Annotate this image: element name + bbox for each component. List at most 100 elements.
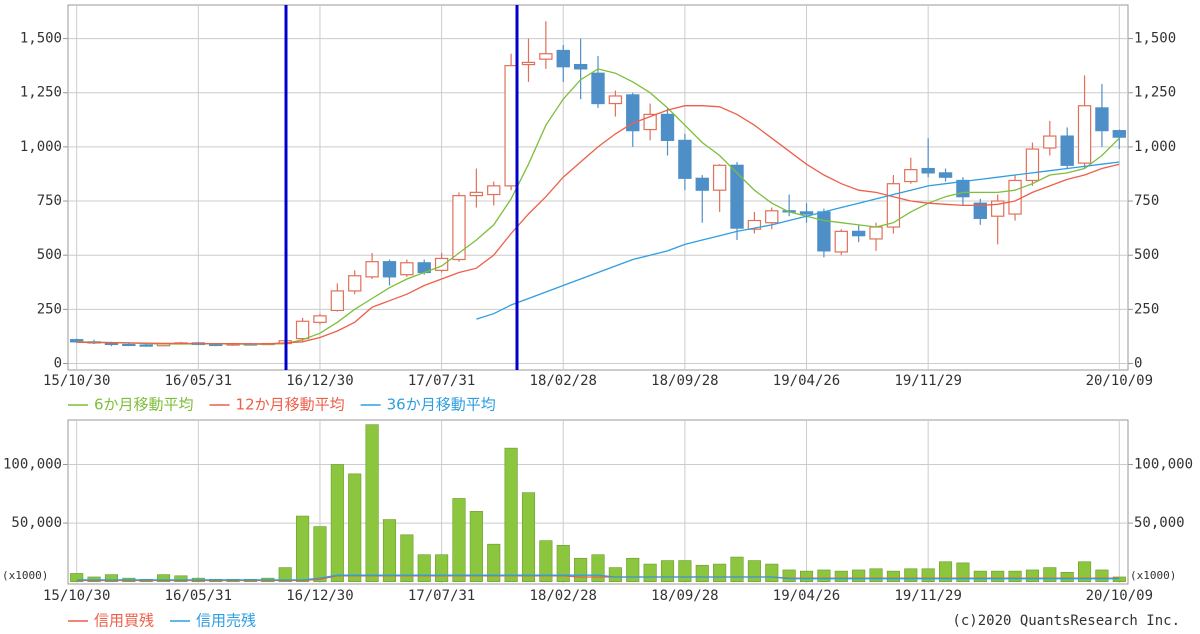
candle-body xyxy=(556,49,570,68)
x-tick-label: 19/11/29 xyxy=(894,588,961,604)
y-tick-label: 50,000 xyxy=(11,515,62,531)
candle-body xyxy=(834,230,848,253)
bar xyxy=(1078,561,1092,582)
y-tick-label: 1,000 xyxy=(1134,139,1176,155)
candle-body xyxy=(122,343,136,347)
candle-body xyxy=(382,261,397,278)
bar xyxy=(817,569,831,582)
bar xyxy=(157,574,171,582)
candle-body xyxy=(869,226,883,240)
bar xyxy=(1025,569,1039,582)
x-tick-label: 20/10/09 xyxy=(1086,373,1153,389)
candle-body xyxy=(1095,107,1109,132)
candle-body xyxy=(539,53,553,60)
bar xyxy=(452,498,466,582)
bar xyxy=(886,570,900,582)
bar xyxy=(799,570,814,582)
x-tick-label: 18/09/28 xyxy=(651,588,718,604)
y-tick-label: 50,000 xyxy=(1134,515,1185,531)
y-tick-label: 1,500 xyxy=(20,31,62,47)
bar xyxy=(608,567,622,582)
candle-body xyxy=(678,139,692,179)
bar xyxy=(747,560,761,582)
bar xyxy=(991,570,1005,582)
candle-body xyxy=(886,183,901,228)
bar xyxy=(504,447,518,582)
bar xyxy=(938,561,953,582)
candle-body xyxy=(765,210,779,224)
legend-label: 12か月移動平均 xyxy=(236,396,345,414)
y-unit-label: (x1000) xyxy=(2,569,48,582)
bar xyxy=(556,545,570,582)
bar xyxy=(574,557,588,582)
bar xyxy=(765,563,779,582)
candle-body xyxy=(70,339,84,343)
bar xyxy=(973,570,987,582)
candle-body xyxy=(1060,135,1074,166)
candle-body xyxy=(747,219,762,230)
bar xyxy=(400,534,414,582)
bar xyxy=(921,568,935,582)
legend-label: 36か月移動平均 xyxy=(387,396,496,414)
candle-body xyxy=(1008,179,1022,215)
series-line xyxy=(76,574,1120,581)
y-tick-label: 1,250 xyxy=(1134,85,1176,101)
candle-body xyxy=(660,113,675,141)
candle-body xyxy=(209,343,223,347)
bar xyxy=(70,573,84,582)
x-tick-label: 19/04/26 xyxy=(773,373,840,389)
candle-body xyxy=(1112,130,1126,138)
bar xyxy=(539,540,553,582)
y-tick-label: 0 xyxy=(54,356,62,372)
candle-body xyxy=(469,191,484,197)
bar xyxy=(1060,571,1074,582)
bar xyxy=(1043,567,1057,582)
candle-body xyxy=(139,344,153,347)
bar xyxy=(713,563,727,582)
y-tick-label: 1,500 xyxy=(1134,31,1176,47)
y-unit-label: (x1000) xyxy=(1130,569,1176,582)
bar xyxy=(834,570,848,582)
x-tick-label: 20/10/09 xyxy=(1086,588,1153,604)
bar xyxy=(382,519,397,582)
candle-body xyxy=(730,164,744,229)
candle-body xyxy=(1077,105,1092,164)
x-tick-label: 17/07/31 xyxy=(408,373,475,389)
x-tick-label: 18/02/28 xyxy=(530,588,597,604)
x-tick-label: 16/05/31 xyxy=(165,588,232,604)
bar xyxy=(104,574,118,582)
bar xyxy=(469,511,483,582)
candle-body xyxy=(695,177,709,191)
candle-body xyxy=(1025,148,1040,182)
bar xyxy=(487,543,501,582)
bar xyxy=(1095,569,1109,582)
bar xyxy=(521,492,536,582)
candle-body xyxy=(799,211,814,215)
x-tick-label: 16/12/30 xyxy=(286,373,353,389)
candle-body xyxy=(712,164,727,191)
bar xyxy=(782,569,796,582)
bar xyxy=(174,575,188,582)
bar xyxy=(730,556,744,582)
bar xyxy=(852,569,866,582)
bar xyxy=(1008,570,1022,582)
y-tick-label: 250 xyxy=(1134,301,1159,317)
bar xyxy=(330,464,344,582)
candle-body xyxy=(313,315,327,323)
bar xyxy=(626,557,640,582)
x-tick-label: 18/09/28 xyxy=(651,373,718,389)
candle-body xyxy=(591,72,605,105)
series-line xyxy=(76,105,1120,345)
x-tick-label: 16/05/31 xyxy=(165,373,232,389)
candle-body xyxy=(921,167,935,174)
x-tick-label: 16/12/30 xyxy=(286,588,353,604)
bar xyxy=(660,560,675,582)
x-tick-label: 15/10/30 xyxy=(43,588,110,604)
bar xyxy=(695,564,709,582)
candle-body xyxy=(365,261,379,278)
bar xyxy=(278,567,292,582)
legend-label: 6か月移動平均 xyxy=(94,396,194,414)
x-tick-label: 19/11/29 xyxy=(894,373,961,389)
copyright: (c)2020 QuantsResearch Inc. xyxy=(952,613,1180,629)
